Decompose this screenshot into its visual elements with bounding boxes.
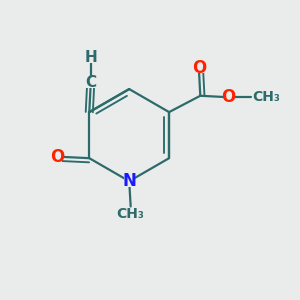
- Text: O: O: [221, 88, 236, 106]
- Text: O: O: [192, 58, 206, 76]
- FancyBboxPatch shape: [120, 208, 141, 220]
- Text: CH₃: CH₃: [252, 90, 280, 104]
- Text: CH₃: CH₃: [117, 207, 145, 221]
- FancyBboxPatch shape: [224, 91, 233, 103]
- Text: H: H: [84, 50, 97, 64]
- Text: N: N: [122, 172, 136, 190]
- FancyBboxPatch shape: [52, 151, 62, 163]
- FancyBboxPatch shape: [124, 175, 134, 187]
- FancyBboxPatch shape: [86, 51, 96, 63]
- Text: O: O: [50, 148, 64, 166]
- Text: C: C: [85, 75, 96, 90]
- FancyBboxPatch shape: [194, 61, 204, 74]
- FancyBboxPatch shape: [86, 76, 96, 88]
